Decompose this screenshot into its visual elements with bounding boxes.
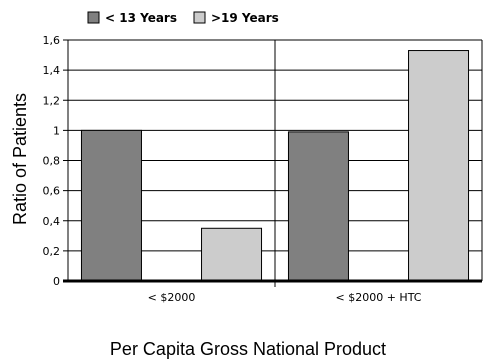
y-tick-labels: 0 0,2 0,4 0,6 0,8 1 1,2 1,4 1,6	[43, 34, 61, 288]
legend-label-series-1: >19 Years	[211, 11, 279, 25]
bar-series-1-cat-0	[201, 227, 263, 282]
y-tick-label: 1	[53, 124, 60, 137]
legend-swatch-series-1	[193, 11, 206, 24]
y-tick-label: 1,6	[43, 34, 61, 47]
legend-swatch-series-0	[87, 11, 100, 24]
bar-series-0-cat-1	[287, 131, 349, 282]
y-tick-label: 0,4	[43, 215, 61, 228]
x-category-label: < $2000 + HTC	[336, 291, 422, 304]
axes	[63, 39, 483, 287]
y-tick-label: 0,8	[43, 155, 61, 168]
bar-series-0-cat-0	[80, 129, 142, 282]
bar-series-1-cat-1	[408, 50, 470, 282]
x-category-label: < $2000	[148, 291, 196, 304]
x-axis-title: Per Capita Gross National Product	[110, 339, 386, 359]
y-tick-label: 0,6	[43, 185, 61, 198]
legend-label-series-0: < 13 Years	[105, 11, 177, 25]
y-axis-title: Ratio of Patients	[10, 93, 30, 225]
x-category-labels: < $2000 < $2000 + HTC	[148, 291, 422, 304]
y-tick-label: 1,4	[43, 64, 61, 77]
y-tick-label: 0	[53, 275, 60, 288]
y-tick-label: 0,2	[43, 245, 61, 258]
y-tick-label: 1,2	[43, 94, 61, 107]
legend: < 13 Years >19 Years	[87, 11, 279, 25]
bars	[80, 50, 470, 282]
